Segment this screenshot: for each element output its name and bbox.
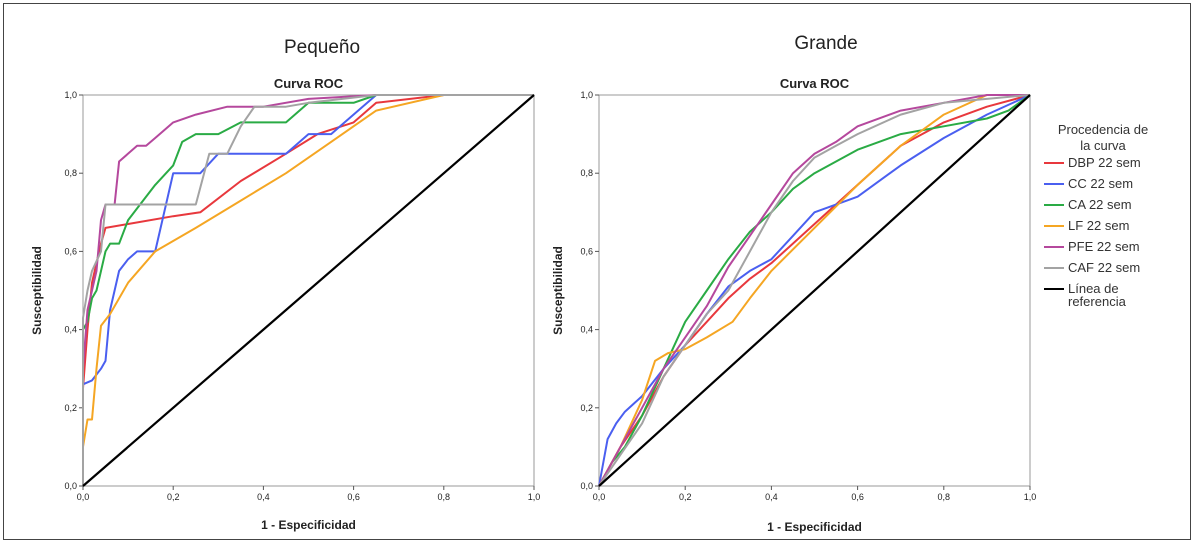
y-tick-label: 0,4 [580,325,593,335]
y-tick-label: 1,0 [64,90,77,100]
y-tick-label: 0,8 [580,168,593,178]
y-axis-label: Susceptibilidad [551,246,565,335]
y-tick-label: 1,0 [580,90,593,100]
series-line-cc-22-sem [82,94,534,486]
legend-entry: CC 22 sem [1068,176,1133,191]
panel-title: Grande [794,33,857,54]
y-tick-label: 0,8 [64,168,77,178]
series-line-lf-22-sem [598,94,1030,487]
y-tick-label: 0,2 [64,403,77,413]
legend-entry: CA 22 sem [1068,197,1132,212]
x-tick-label: 0,8 [438,492,451,502]
x-tick-label: 0,8 [938,492,951,502]
x-tick-label: 1,0 [528,492,541,502]
series-line-lf-22-sem [82,94,534,486]
x-tick-label: 0,0 [593,492,606,502]
legend-entry: referencia [1068,294,1127,309]
y-tick-label: 0,6 [580,246,593,256]
chart-title: Curva ROC [780,76,850,91]
series-line-caf-22-sem [598,94,1031,487]
plot-area [82,94,535,487]
y-tick-label: 0,6 [64,246,77,256]
legend-entry: PFE 22 sem [1068,239,1140,254]
x-tick-label: 0,4 [257,492,270,502]
roc-figure: Pequeño Curva ROC 0,0 0,2 0,4 0,6 0,8 1,0 0,0 0,2… [30,33,1148,534]
x-tick-label: 0,4 [765,492,778,502]
legend-entry: LF 22 sem [1068,218,1129,233]
x-tick-label: 0,6 [851,492,864,502]
panel-title: Pequeño [284,37,360,58]
x-axis-label: 1 - Especificidad [767,520,862,534]
y-tick-label: 0,4 [64,325,77,335]
y-tick-label: 0,0 [580,481,593,491]
x-tick-label: 0,2 [167,492,180,502]
x-tick-label: 0,0 [77,492,90,502]
series-line-l-nea-de-referencia [598,94,1031,487]
series-line-caf-22-sem [82,94,534,486]
figure-frame: Pequeño Curva ROC 0,0 0,2 0,4 0,6 0,8 1,0 0,0 0,2… [3,3,1191,540]
legend-entry: CAF 22 sem [1068,260,1140,275]
legend-title: Procedencia de [1058,122,1148,137]
series-line-ca-22-sem [82,94,534,486]
legend-title: la curva [1080,138,1126,153]
series-line-dbp-22-sem [598,94,1031,487]
plot-area [598,94,1031,487]
x-tick-label: 0,2 [679,492,692,502]
series-line-pfe-22-sem [598,94,1030,487]
x-tick-label: 0,6 [347,492,360,502]
series-line-ca-22-sem [598,94,1031,487]
series-line-cc-22-sem [598,94,1031,487]
legend-entry: Línea de [1068,281,1119,296]
x-tick-label: 1,0 [1024,492,1037,502]
x-axis-label: 1 - Especificidad [261,518,356,532]
chart-title: Curva ROC [274,76,344,91]
y-axis-label: Susceptibilidad [30,246,44,335]
series-line-l-nea-de-referencia [82,94,535,487]
legend-entry: DBP 22 sem [1068,155,1141,170]
y-tick-label: 0,0 [64,481,77,491]
y-tick-label: 0,2 [580,403,593,413]
